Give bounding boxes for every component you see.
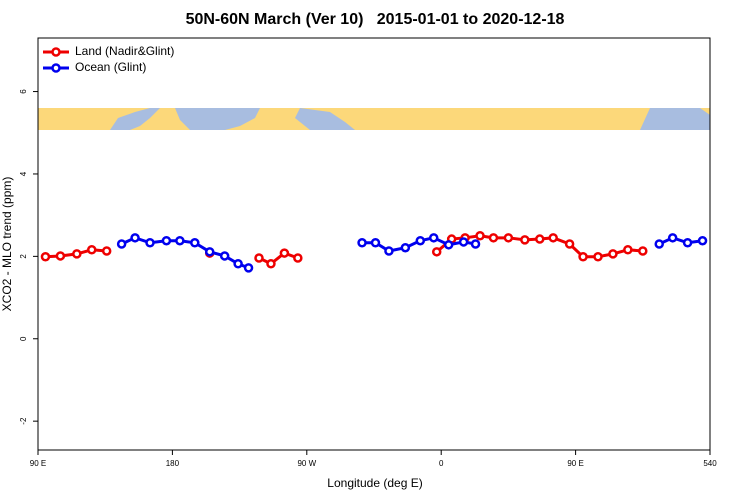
x-tick-label: 180	[166, 459, 180, 468]
data-point	[428, 233, 439, 243]
data-point	[667, 233, 678, 243]
legend-marker	[51, 63, 61, 73]
data-point	[204, 247, 215, 257]
legend-label: Land (Nadir&Glint)	[75, 44, 174, 58]
data-point	[243, 263, 254, 273]
data-point	[470, 239, 481, 249]
data-point	[384, 246, 394, 256]
data-point	[458, 237, 469, 247]
data-point	[116, 239, 127, 249]
y-tick-label: 0	[19, 336, 28, 341]
data-point	[654, 239, 664, 249]
y-tick-label: 4	[19, 171, 28, 176]
y-tick-label: -2	[19, 417, 28, 425]
data-point	[623, 245, 633, 255]
data-point	[370, 238, 381, 248]
data-point	[279, 248, 290, 258]
legend-label: Ocean (Glint)	[75, 60, 146, 74]
data-point	[130, 233, 140, 243]
data-point	[254, 253, 264, 263]
data-point	[40, 252, 51, 262]
data-point	[431, 247, 442, 257]
data-point	[233, 259, 243, 269]
data-point	[101, 246, 112, 256]
data-point	[443, 240, 454, 250]
x-axis-label: Longitude (deg E)	[327, 476, 422, 490]
legend-marker	[51, 47, 61, 57]
data-point	[488, 233, 499, 243]
data-point	[697, 235, 708, 246]
data-point	[175, 235, 185, 246]
data-point	[548, 233, 558, 243]
data-point	[400, 242, 411, 253]
data-point	[87, 245, 97, 255]
data-point	[564, 239, 575, 249]
data-point	[55, 251, 66, 261]
data-point	[190, 238, 200, 248]
x-tick-label: 540	[703, 459, 717, 468]
data-point	[266, 259, 276, 269]
data-point	[357, 238, 367, 248]
data-point	[638, 246, 648, 256]
data-point	[219, 251, 230, 261]
x-tick-label: 0	[439, 459, 444, 468]
plot-frame	[37, 37, 711, 451]
data-point	[520, 235, 530, 245]
x-tick-label: 90 W	[297, 459, 316, 468]
data-point	[293, 253, 303, 263]
data-point	[415, 235, 426, 246]
map-strip	[38, 108, 710, 130]
y-tick-label: 2	[19, 254, 28, 259]
data-point	[593, 252, 603, 262]
x-tick-label: 90 E	[567, 459, 583, 468]
chart-title: 50N-60N March (Ver 10) 2015-01-01 to 202…	[186, 11, 565, 28]
data-point	[578, 252, 588, 262]
data-point	[145, 238, 155, 248]
data-point	[608, 249, 618, 259]
data-point	[682, 238, 693, 248]
data-point	[475, 231, 485, 241]
y-tick-label: 6	[19, 89, 28, 94]
x-tick-label: 90 E	[30, 459, 46, 468]
data-point	[72, 249, 82, 259]
data-point	[161, 235, 172, 246]
data-point	[503, 233, 514, 243]
data-point	[535, 234, 545, 244]
y-axis-label: XCO2 - MLO trend (ppm)	[0, 177, 14, 312]
